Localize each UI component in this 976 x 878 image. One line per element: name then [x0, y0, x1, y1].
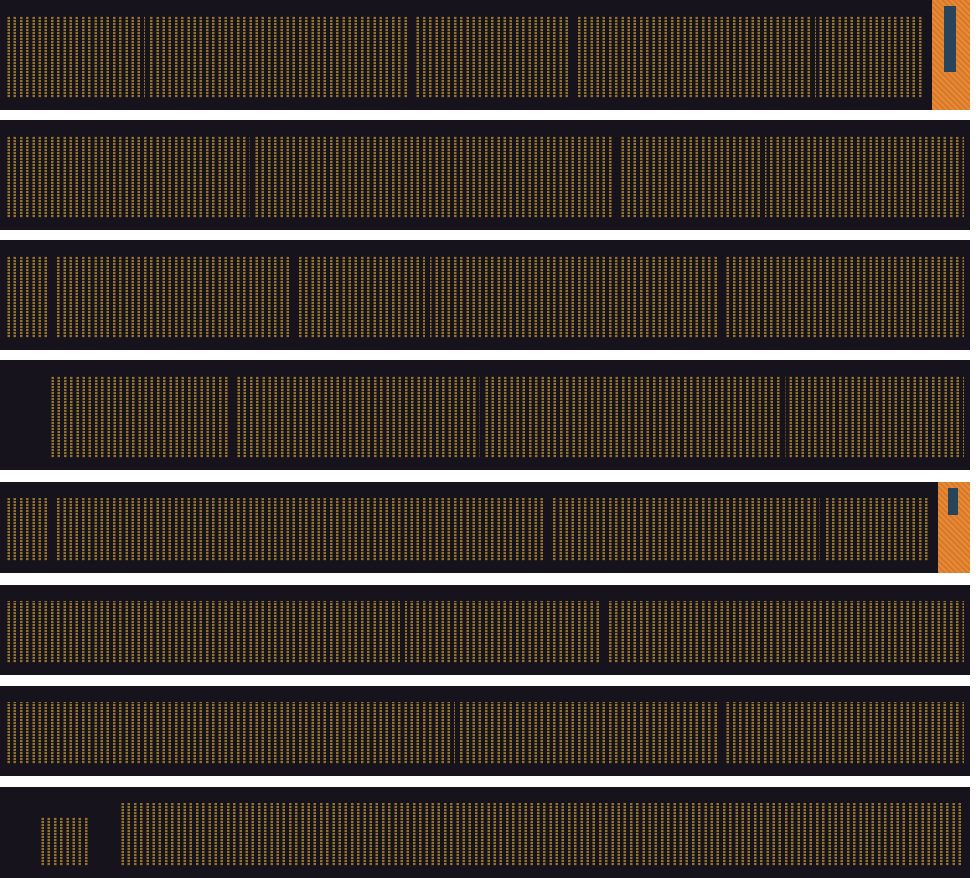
- sutra-text-columns: [6, 498, 930, 561]
- scroll-segment-3: [0, 240, 970, 350]
- sutra-text-columns: [6, 702, 964, 764]
- scroll-segment-2: [0, 120, 970, 230]
- scroll-segment-8: [0, 787, 970, 878]
- scroll-segment-1: [0, 0, 970, 110]
- sutra-text-columns: [50, 376, 964, 458]
- scroll-segment-5: [0, 482, 970, 573]
- sutra-text-columns: [6, 16, 922, 98]
- scroll-segment-6: [0, 585, 970, 675]
- title-label: [944, 6, 956, 72]
- sutra-text-columns: [6, 256, 964, 338]
- sutra-text-columns: [120, 803, 964, 866]
- colophon-columns: [40, 817, 90, 866]
- scroll-segment-7: [0, 686, 970, 776]
- sutra-text-columns: [6, 601, 964, 663]
- scroll-segment-4: [0, 360, 970, 470]
- scroll-cover: [938, 482, 970, 573]
- scroll-cover: [932, 0, 970, 110]
- sutra-text-columns: [6, 136, 964, 218]
- title-label: [948, 488, 958, 516]
